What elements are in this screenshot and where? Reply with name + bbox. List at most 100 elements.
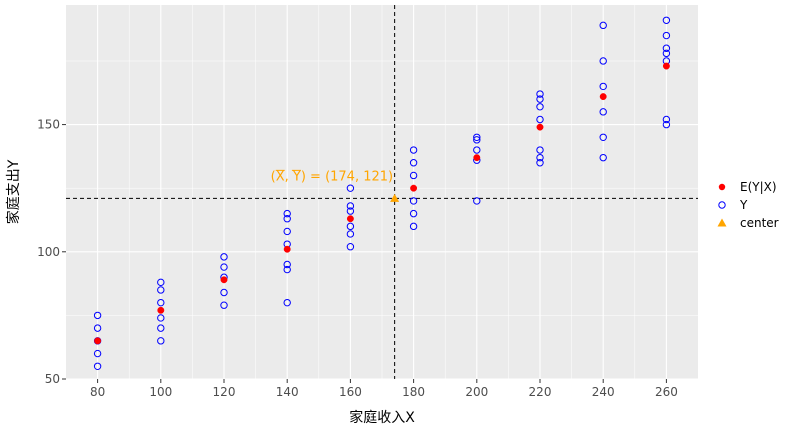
e-y-given-x-point bbox=[599, 93, 607, 101]
y-point bbox=[662, 16, 671, 24]
legend-label: center bbox=[740, 216, 779, 230]
annotation-part: = (174, 121) bbox=[310, 169, 393, 184]
y-point bbox=[473, 146, 481, 154]
data-points bbox=[93, 16, 671, 370]
y-point bbox=[157, 337, 165, 345]
x-tick-label: 200 bbox=[465, 385, 488, 399]
y-point bbox=[283, 260, 291, 269]
annotation-part: X bbox=[276, 169, 285, 184]
e-y-given-x-point bbox=[94, 337, 102, 345]
y-point bbox=[409, 222, 418, 231]
y-point bbox=[599, 82, 607, 91]
legend-label: E(Y|X) bbox=[740, 180, 777, 194]
x-axis-ticks: 80 100 120 140 160 180 200 220 240 260 bbox=[90, 379, 678, 399]
y-point bbox=[409, 146, 418, 154]
y-point bbox=[536, 153, 544, 162]
y-point bbox=[283, 209, 291, 218]
y-tick-label: 150 bbox=[37, 118, 60, 132]
y-point bbox=[283, 265, 291, 274]
y-point bbox=[409, 171, 418, 180]
center-point bbox=[390, 193, 400, 202]
y-axis-ticks: 50 100 150 bbox=[37, 118, 66, 386]
y-point bbox=[662, 115, 671, 124]
e-y-given-x-point bbox=[283, 245, 291, 253]
y-point bbox=[157, 298, 165, 307]
y-point bbox=[283, 215, 291, 223]
x-tick-label: 180 bbox=[402, 385, 425, 399]
legend-key-y bbox=[718, 201, 726, 209]
grid-layer bbox=[66, 5, 698, 380]
y-point bbox=[93, 349, 102, 358]
y-point bbox=[157, 324, 165, 332]
y-point bbox=[93, 324, 102, 332]
y-point bbox=[536, 159, 544, 167]
y-tick-label: 100 bbox=[37, 245, 60, 259]
y-point bbox=[409, 209, 418, 218]
y-point bbox=[220, 301, 228, 309]
legend-label: Y bbox=[739, 198, 748, 212]
annotation-part: Y bbox=[292, 169, 301, 184]
y-point bbox=[409, 159, 418, 167]
annotation-part: ) bbox=[301, 169, 310, 184]
y-point bbox=[157, 278, 165, 287]
annotation-part: , bbox=[285, 169, 293, 184]
annotation-layer: (X, Y) = (174, 121) bbox=[271, 169, 393, 184]
y-point bbox=[473, 133, 481, 141]
y-point bbox=[536, 103, 544, 111]
annotation-part: ( bbox=[271, 169, 276, 184]
y-point bbox=[599, 21, 607, 30]
y-point bbox=[93, 311, 102, 320]
y-point bbox=[157, 314, 165, 322]
y-point bbox=[536, 90, 544, 98]
e-y-given-x-point bbox=[410, 184, 418, 192]
y-point bbox=[93, 362, 102, 370]
y-point bbox=[220, 288, 228, 297]
e-y-given-x-point bbox=[662, 62, 670, 70]
legend-key-e-y-given-x bbox=[718, 183, 726, 191]
y-point bbox=[346, 222, 355, 231]
x-tick-label: 260 bbox=[655, 385, 678, 399]
y-point bbox=[346, 243, 355, 251]
y-point bbox=[346, 184, 355, 192]
y-point bbox=[346, 207, 355, 215]
y-point bbox=[157, 286, 165, 294]
y-point bbox=[473, 136, 481, 144]
x-tick-label: 240 bbox=[592, 385, 615, 399]
x-tick-label: 160 bbox=[339, 385, 362, 399]
y-point bbox=[409, 197, 418, 205]
reference-lines bbox=[66, 5, 698, 379]
y-axis-label: 家庭支出Y bbox=[5, 159, 22, 224]
y-point bbox=[220, 253, 228, 261]
y-point bbox=[220, 263, 228, 271]
y-point bbox=[536, 95, 544, 103]
y-point bbox=[283, 298, 291, 307]
e-y-given-x-point bbox=[157, 306, 165, 314]
y-point bbox=[346, 202, 355, 210]
y-point bbox=[346, 230, 355, 238]
y-point bbox=[662, 44, 671, 52]
x-axis-label: 家庭收入X bbox=[349, 409, 415, 426]
y-point bbox=[473, 197, 481, 205]
y-point bbox=[599, 133, 607, 141]
center-annotation: (X, Y) = (174, 121) bbox=[271, 169, 393, 184]
y-point bbox=[599, 57, 607, 65]
y-point bbox=[599, 153, 607, 162]
e-y-given-x-point bbox=[220, 276, 228, 284]
y-point bbox=[662, 120, 671, 129]
y-point bbox=[662, 49, 671, 58]
x-tick-label: 120 bbox=[213, 385, 236, 399]
e-y-given-x-point bbox=[473, 154, 481, 162]
x-tick-label: 140 bbox=[276, 385, 299, 399]
y-point bbox=[599, 108, 607, 116]
x-tick-label: 100 bbox=[149, 385, 172, 399]
legend-key-center bbox=[717, 218, 727, 227]
y-point bbox=[662, 31, 671, 40]
x-tick-label: 80 bbox=[90, 385, 105, 399]
y-tick-label: 50 bbox=[45, 372, 60, 386]
y-point bbox=[536, 146, 544, 154]
y-point bbox=[283, 227, 291, 236]
e-y-given-x-point bbox=[536, 123, 544, 131]
